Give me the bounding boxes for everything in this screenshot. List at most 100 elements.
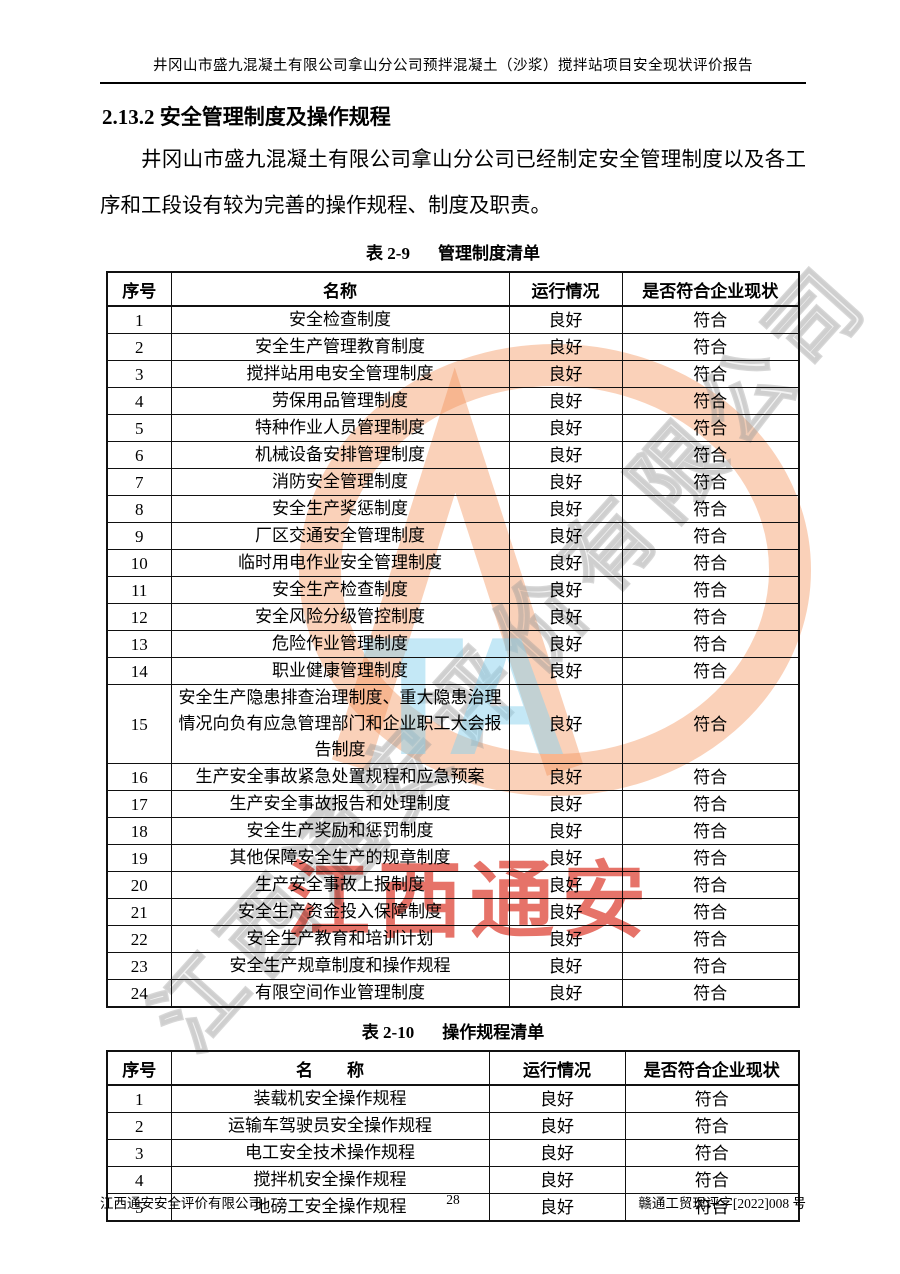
run-status: 良好: [488, 1112, 626, 1140]
table-row: 7 消防安全管理制度 良好 符合: [106, 468, 800, 496]
row-number: 8: [106, 495, 172, 523]
run-status: 良好: [508, 468, 623, 496]
table2-caption-title: 操作规程清单: [442, 1023, 545, 1042]
run-status: 良好: [508, 333, 623, 361]
row-number: 2: [106, 333, 172, 361]
table-row: 23 安全生产规章制度和操作规程 良好 符合: [106, 952, 800, 980]
run-status: 良好: [508, 549, 623, 577]
item-name: 安全生产规章制度和操作规程: [170, 952, 510, 980]
item-name: 安全生产教育和培训计划: [170, 925, 510, 953]
body-paragraph: 井冈山市盛九混凝土有限公司拿山分公司已经制定安全管理制度以及各工序和工段设有较为…: [100, 149, 806, 217]
table2-caption: 表 2-10 操作规程清单: [100, 1018, 806, 1043]
item-name: 生产安全事故上报制度: [170, 871, 510, 899]
table1-caption-title: 管理制度清单: [437, 244, 540, 263]
table-row: 10 临时用电作业安全管理制度 良好 符合: [106, 549, 800, 577]
page-header-title: 井冈山市盛九混凝土有限公司拿山分公司预拌混凝土（沙浆）搅拌站项目安全现状评价报告: [153, 58, 753, 74]
conformity: 符合: [621, 495, 800, 523]
item-name: 特种作业人员管理制度: [170, 414, 510, 442]
run-status: 良好: [508, 657, 623, 685]
table-row: 14 职业健康管理制度 良好 符合: [106, 657, 800, 685]
column-header: 名 称: [170, 1050, 490, 1086]
run-status: 良好: [488, 1166, 626, 1194]
table-header-row: 序号 名称 运行情况 是否符合企业现状: [106, 271, 800, 307]
footer-company: 江西通安安全评价有限公司: [100, 1196, 262, 1211]
table-row: 16 生产安全事故紧急处置规程和应急预案 良好 符合: [106, 763, 800, 791]
run-status: 良好: [508, 360, 623, 388]
row-number: 3: [106, 360, 172, 388]
run-status: 良好: [508, 684, 623, 764]
run-status: 良好: [508, 522, 623, 550]
item-name: 厂区交通安全管理制度: [170, 522, 510, 550]
conformity: 符合: [621, 790, 800, 818]
conformity: 符合: [624, 1193, 800, 1222]
conformity: 符合: [621, 657, 800, 685]
item-name: 运输车驾驶员安全操作规程: [170, 1112, 490, 1140]
row-number: 6: [106, 441, 172, 469]
item-name: 装载机安全操作规程: [170, 1084, 490, 1113]
item-name: 临时用电作业安全管理制度: [170, 549, 510, 577]
column-header: 运行情况: [508, 271, 623, 307]
row-number: 21: [106, 898, 172, 926]
item-name: 危险作业管理制度: [170, 630, 510, 658]
table-row: 21 安全生产资金投入保障制度 良好 符合: [106, 898, 800, 926]
row-number: 3: [106, 1139, 172, 1167]
row-number: 7: [106, 468, 172, 496]
run-status: 良好: [508, 305, 623, 334]
row-number: 23: [106, 952, 172, 980]
conformity: 符合: [624, 1112, 800, 1140]
run-status: 良好: [508, 387, 623, 415]
table-row: 20 生产安全事故上报制度 良好 符合: [106, 871, 800, 899]
conformity: 符合: [621, 979, 800, 1008]
row-number: 2: [106, 1112, 172, 1140]
conformity: 符合: [621, 468, 800, 496]
run-status: 良好: [508, 952, 623, 980]
conformity: 符合: [621, 305, 800, 334]
conformity: 符合: [621, 522, 800, 550]
table1-caption: 表 2-9 管理制度清单: [100, 239, 806, 264]
table-row: 17 生产安全事故报告和处理制度 良好 符合: [106, 790, 800, 818]
conformity: 符合: [621, 333, 800, 361]
item-name: 安全风险分级管控制度: [170, 603, 510, 631]
footer-doc-number: 赣通工贸现评字[2022]008 号: [638, 1196, 806, 1211]
item-name: 地磅工安全操作规程: [170, 1193, 490, 1222]
table-row: 8 安全生产奖惩制度 良好 符合: [106, 495, 800, 523]
item-name: 有限空间作业管理制度: [170, 979, 510, 1008]
item-name: 生产安全事故紧急处置规程和应急预案: [170, 763, 510, 791]
operating-procedures-table: 序号名 称运行情况 是否符合企业现状 1 装载机安全操作规程 良好 符合 2 运输车驾驶员安全…: [106, 1050, 800, 1222]
row-number: 12: [106, 603, 172, 631]
table-row: 11 安全生产检查制度 良好 符合: [106, 576, 800, 604]
run-status: 良好: [508, 871, 623, 899]
table-row: 3 电工安全技术操作规程 良好 符合: [106, 1139, 800, 1167]
table-row: 18 安全生产奖励和惩罚制度 良好 符合: [106, 817, 800, 845]
table-row: 3 搅拌站用电安全管理制度 良好 符合: [106, 360, 800, 388]
run-status: 良好: [508, 763, 623, 791]
conformity: 符合: [624, 1139, 800, 1167]
conformity: 符合: [624, 1166, 800, 1194]
conformity: 符合: [621, 549, 800, 577]
row-number: 1: [106, 305, 172, 334]
table-row: 15 安全生产隐患排查治理制度、重大隐患治理情况向负有应急管理部门和企业职工大会报…: [106, 684, 800, 764]
row-number: 19: [106, 844, 172, 872]
run-status: 良好: [508, 790, 623, 818]
conformity: 符合: [621, 414, 800, 442]
run-status: 良好: [508, 441, 623, 469]
run-status: 良好: [508, 630, 623, 658]
table-row: 1 装载机安全操作规程 良好 符合: [106, 1084, 800, 1113]
item-name: 机械设备安排管理制度: [170, 441, 510, 469]
column-header: 名称: [170, 271, 510, 307]
table-row: 4 劳保用品管理制度 良好 符合: [106, 387, 800, 415]
run-status: 良好: [508, 414, 623, 442]
item-name: 劳保用品管理制度: [170, 387, 510, 415]
item-name: 安全生产隐患排查治理制度、重大隐患治理情况向负有应急管理部门和企业职工大会报告制…: [170, 684, 510, 764]
item-name: 安全生产奖惩制度: [170, 495, 510, 523]
page-number: 28: [446, 1192, 460, 1207]
row-number: 1: [106, 1084, 172, 1113]
conformity: 符合: [621, 630, 800, 658]
item-name: 安全生产管理教育制度: [170, 333, 510, 361]
row-number: 10: [106, 549, 172, 577]
conformity: 符合: [621, 603, 800, 631]
run-status: 良好: [508, 495, 623, 523]
row-number: 24: [106, 979, 172, 1008]
row-number: 4: [106, 387, 172, 415]
run-status: 良好: [508, 817, 623, 845]
